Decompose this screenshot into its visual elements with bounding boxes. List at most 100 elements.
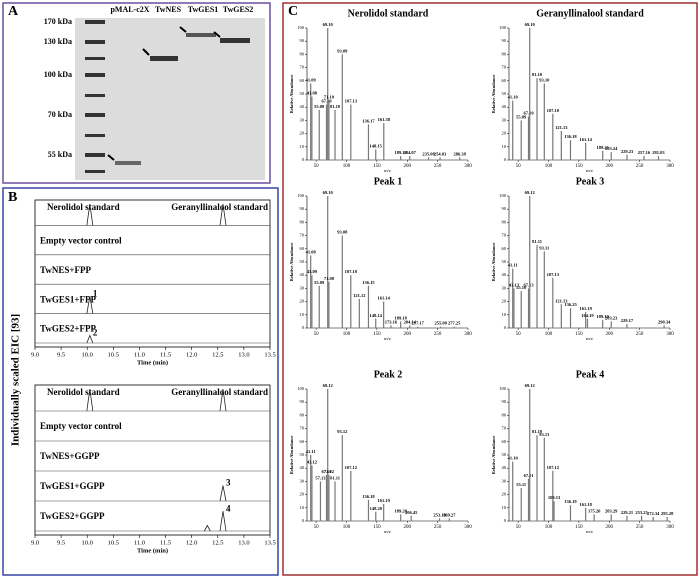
y-tick-label: 70 — [300, 233, 305, 238]
peak — [86, 388, 94, 412]
peak-mz-label: 43.13 — [509, 282, 520, 287]
peak-mz-label: 93.09 — [337, 48, 348, 53]
peak-mz-label: 229.23 — [621, 149, 634, 154]
x-tick-label: 300 — [666, 164, 674, 169]
panel-b-frame — [2, 187, 279, 576]
peak-mz-label: 148.14 — [370, 313, 383, 318]
y-tick-label: 40 — [502, 465, 507, 470]
peak-mz-label: 69.10 — [525, 22, 536, 27]
x-tick-label: 10.0 — [82, 539, 93, 546]
peak-label: 4 — [226, 503, 231, 513]
peak-mz-label: 253.10 — [433, 512, 446, 517]
peak-mz-label: 269.27 — [443, 512, 456, 517]
peak-mz-label: 69.10 — [323, 190, 334, 195]
x-tick-label: 50 — [314, 332, 320, 337]
x-tick-label: 11.5 — [160, 351, 171, 358]
peak-mz-label: 257.16 — [638, 150, 651, 155]
y-tick-label: 50 — [300, 91, 305, 96]
x-tick-label: 10.5 — [108, 539, 119, 546]
protein-band — [150, 56, 178, 61]
y-tick-label: 80 — [502, 219, 507, 224]
x-tick-label: 100 — [545, 164, 553, 169]
peak-mz-label: 161.14 — [377, 296, 390, 301]
x-tick-label: 300 — [464, 332, 472, 337]
y-tick-label: 80 — [502, 51, 507, 56]
y-tick-label: 80 — [300, 51, 305, 56]
peak-mz-label: 189.18 — [394, 150, 407, 155]
y-tick-label: 30 — [300, 117, 305, 122]
peak-mz-label: 41.09 — [306, 77, 317, 82]
x-tick-label: 13.0 — [238, 539, 249, 546]
x-axis-title: m/z — [586, 529, 593, 534]
y-axis-title: Individually scaled EIC [93] — [10, 314, 22, 446]
peak-mz-label: 290.34 — [658, 319, 671, 324]
peak — [219, 203, 227, 226]
y-tick-label: 0 — [302, 157, 305, 162]
y-tick-label: 90 — [300, 38, 305, 43]
y-tick-label: 20 — [502, 492, 507, 497]
x-tick-label: 13.5 — [264, 539, 275, 546]
protein-band — [186, 33, 216, 37]
panel-label: B — [8, 190, 17, 205]
y-tick-label: 0 — [504, 325, 507, 330]
x-tick-label: 100 — [545, 332, 553, 337]
x-tick-label: 100 — [545, 525, 553, 530]
trace-label: Geranyllinalool standard — [171, 387, 268, 397]
x-tick-label: 150 — [575, 164, 583, 169]
peak-mz-label: 67.10 — [321, 99, 332, 104]
peak-mz-label: 81.10 — [532, 429, 543, 434]
y-tick-label: 20 — [300, 299, 305, 304]
peak-mz-label: 161.14 — [579, 137, 592, 142]
peak-label: 1 — [93, 289, 98, 299]
y-tick-label: 40 — [502, 272, 507, 277]
x-tick-label: 150 — [373, 332, 381, 337]
peak-mz-label: 41.11 — [508, 263, 519, 268]
peak-mz-label: 189.18 — [394, 315, 407, 320]
y-tick-label: 50 — [502, 452, 507, 457]
x-tick-label: 200 — [605, 525, 613, 530]
protein-band — [220, 38, 250, 43]
lane-label: TwGES1 — [188, 5, 219, 14]
x-tick-label: 9.0 — [31, 351, 39, 358]
x-tick-label: 250 — [636, 525, 644, 530]
y-tick-label: 60 — [300, 246, 305, 251]
peak-mz-label: 136.25 — [564, 302, 577, 307]
marker-label: 70 kDa — [48, 110, 72, 119]
y-axis-title: Relative Abundance — [289, 75, 294, 114]
y-axis-title: Relative Abundance — [289, 243, 294, 282]
trace-label: TwGES2+GGPP — [40, 511, 105, 521]
gel — [75, 18, 265, 180]
panel-label: C — [288, 4, 298, 19]
peak-mz-label: 93.13 — [539, 432, 550, 437]
y-tick-label: 10 — [502, 144, 507, 149]
peak-mz-label: 206.45 — [405, 510, 418, 515]
peak-mz-label: 121.12 — [353, 293, 366, 298]
x-tick-label: 150 — [575, 525, 583, 530]
x-tick-label: 300 — [666, 332, 674, 337]
y-tick-label: 30 — [300, 285, 305, 290]
peak — [219, 511, 227, 532]
y-tick-label: 30 — [300, 478, 305, 483]
peak-mz-label: 71.10 — [324, 95, 335, 100]
peak-mz-label: 67.11 — [524, 473, 535, 478]
peak-mz-label: 161.18 — [579, 502, 592, 507]
peak-mz-label: 136.18 — [564, 134, 577, 139]
x-tick-label: 11.0 — [134, 539, 145, 546]
peak-mz-label: 43.09 — [307, 269, 318, 274]
peak-mz-label: 81.11 — [532, 239, 543, 244]
arrow — [179, 26, 187, 33]
lane-label: TwNES — [155, 5, 182, 14]
peak-mz-label: 203.24 — [605, 146, 618, 151]
arrow — [142, 48, 150, 56]
y-tick-label: 0 — [302, 518, 305, 523]
peak-mz-label: 43.08 — [307, 91, 318, 96]
peak-mz-label: 41.10 — [508, 95, 519, 100]
peak-mz-label: 175.20 — [588, 508, 601, 513]
x-tick-label: 200 — [605, 332, 613, 337]
trace-label: Empty vector control — [40, 235, 122, 245]
x-tick-label: 50 — [516, 332, 522, 337]
peak-mz-label: 148.15 — [370, 143, 383, 148]
y-axis-title: Relative Abundance — [289, 436, 294, 475]
spectrum-title: Peak 1 — [374, 176, 403, 187]
